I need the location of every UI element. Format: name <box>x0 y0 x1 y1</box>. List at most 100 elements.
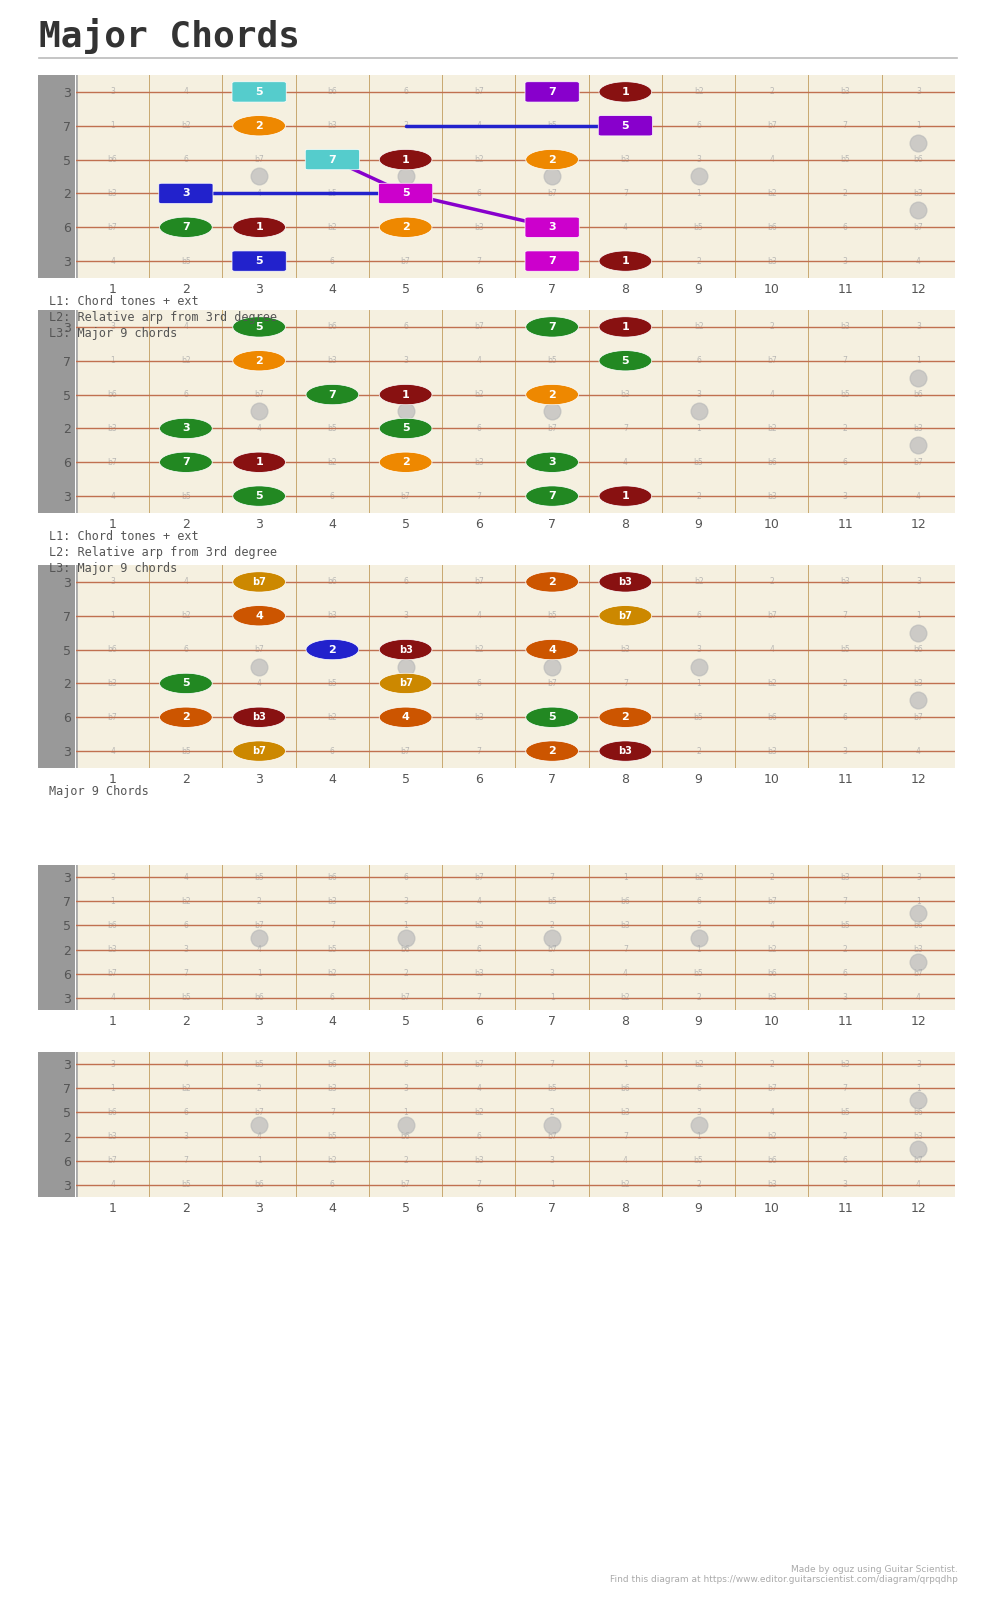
Text: 3: 3 <box>110 873 115 882</box>
Text: 3: 3 <box>842 746 847 755</box>
Text: b3: b3 <box>327 356 337 366</box>
Text: 3: 3 <box>183 423 188 433</box>
Text: 5: 5 <box>401 423 409 433</box>
Text: b3: b3 <box>473 712 483 722</box>
Text: 3: 3 <box>183 678 188 688</box>
Text: b7: b7 <box>107 969 117 978</box>
Ellipse shape <box>526 452 578 473</box>
Text: b3: b3 <box>327 1084 337 1092</box>
Ellipse shape <box>526 316 578 337</box>
Text: 1: 1 <box>622 87 627 96</box>
Text: 4: 4 <box>110 1181 115 1190</box>
Text: 5: 5 <box>255 87 262 96</box>
Text: b2: b2 <box>620 746 629 755</box>
Text: 6: 6 <box>695 356 700 366</box>
Text: b5: b5 <box>693 712 703 722</box>
Text: 6: 6 <box>842 223 847 231</box>
Text: b5: b5 <box>546 122 556 130</box>
Text: b6: b6 <box>766 223 776 231</box>
Text: L3: Major 9 chords: L3: Major 9 chords <box>49 561 177 574</box>
Text: 1: 1 <box>622 322 627 332</box>
Text: b7: b7 <box>546 189 556 197</box>
Text: 4: 4 <box>476 611 481 621</box>
Text: 6: 6 <box>183 645 188 654</box>
Text: 6: 6 <box>842 1156 847 1165</box>
Text: 1: 1 <box>401 390 409 399</box>
Text: b5: b5 <box>254 873 263 882</box>
Text: b2: b2 <box>473 921 483 930</box>
Text: 6: 6 <box>183 921 188 930</box>
Text: 1: 1 <box>549 993 554 1002</box>
Text: 1: 1 <box>403 645 407 654</box>
Text: b5: b5 <box>327 945 337 954</box>
Text: 7: 7 <box>549 322 554 332</box>
Text: b7: b7 <box>546 423 556 433</box>
Text: 7: 7 <box>183 223 188 231</box>
Text: b6: b6 <box>620 611 630 621</box>
Text: b5: b5 <box>180 491 190 500</box>
Text: b2: b2 <box>620 993 629 1002</box>
Text: 6: 6 <box>402 873 407 882</box>
Text: b6: b6 <box>620 897 630 906</box>
Text: b7: b7 <box>400 746 410 755</box>
Text: b7: b7 <box>766 611 776 621</box>
Text: 4: 4 <box>915 993 920 1002</box>
Text: 2: 2 <box>547 390 555 399</box>
Text: b3: b3 <box>327 611 337 621</box>
Text: 1: 1 <box>255 457 262 467</box>
Text: 3: 3 <box>549 223 554 231</box>
Text: b6: b6 <box>400 423 410 433</box>
Text: L2: Relative arp from 3rd degree: L2: Relative arp from 3rd degree <box>49 311 277 324</box>
Text: 2: 2 <box>256 356 261 366</box>
Text: 1: 1 <box>403 390 407 399</box>
Ellipse shape <box>160 707 212 727</box>
Text: 3: 3 <box>402 611 407 621</box>
Text: b3: b3 <box>398 645 412 654</box>
Text: 3: 3 <box>915 322 920 332</box>
Text: 6: 6 <box>402 322 407 332</box>
Text: b6: b6 <box>400 945 410 954</box>
Text: 6: 6 <box>329 993 334 1002</box>
Ellipse shape <box>233 606 285 626</box>
Text: b2: b2 <box>180 1084 190 1092</box>
Text: b5: b5 <box>693 1156 703 1165</box>
Text: b6: b6 <box>913 156 922 164</box>
Text: b7: b7 <box>546 1132 556 1140</box>
Text: 7: 7 <box>549 1060 554 1068</box>
Text: 4: 4 <box>769 390 774 399</box>
Text: b5: b5 <box>546 897 556 906</box>
Text: 4: 4 <box>769 921 774 930</box>
Text: 2: 2 <box>695 1181 700 1190</box>
Text: 2: 2 <box>256 611 261 621</box>
Text: 4: 4 <box>915 1181 920 1190</box>
Text: 3: 3 <box>110 577 115 587</box>
Text: 2: 2 <box>403 712 407 722</box>
Text: 7: 7 <box>476 491 481 500</box>
Text: b6: b6 <box>327 1060 337 1068</box>
Text: 2: 2 <box>842 678 847 688</box>
Text: b7: b7 <box>400 1181 410 1190</box>
Text: 3: 3 <box>695 921 700 930</box>
Text: b6: b6 <box>913 390 922 399</box>
Text: 7: 7 <box>476 257 481 266</box>
Text: b7: b7 <box>546 678 556 688</box>
Text: b5: b5 <box>693 457 703 467</box>
Text: b7: b7 <box>400 993 410 1002</box>
Text: 4: 4 <box>256 678 261 688</box>
Text: b5: b5 <box>546 356 556 366</box>
Text: b7: b7 <box>252 746 266 755</box>
Text: 2: 2 <box>256 897 261 906</box>
Text: 7: 7 <box>842 897 847 906</box>
Text: 4: 4 <box>476 122 481 130</box>
Ellipse shape <box>233 571 285 592</box>
Text: 4: 4 <box>110 257 115 266</box>
Text: b2: b2 <box>766 945 776 954</box>
Text: 5: 5 <box>401 188 409 199</box>
Text: 7: 7 <box>842 122 847 130</box>
Text: 2: 2 <box>547 577 555 587</box>
Text: 2: 2 <box>549 645 554 654</box>
Text: b3: b3 <box>766 1181 776 1190</box>
Text: 1: 1 <box>915 1084 920 1092</box>
Text: b3: b3 <box>473 969 483 978</box>
Text: b7: b7 <box>913 457 922 467</box>
